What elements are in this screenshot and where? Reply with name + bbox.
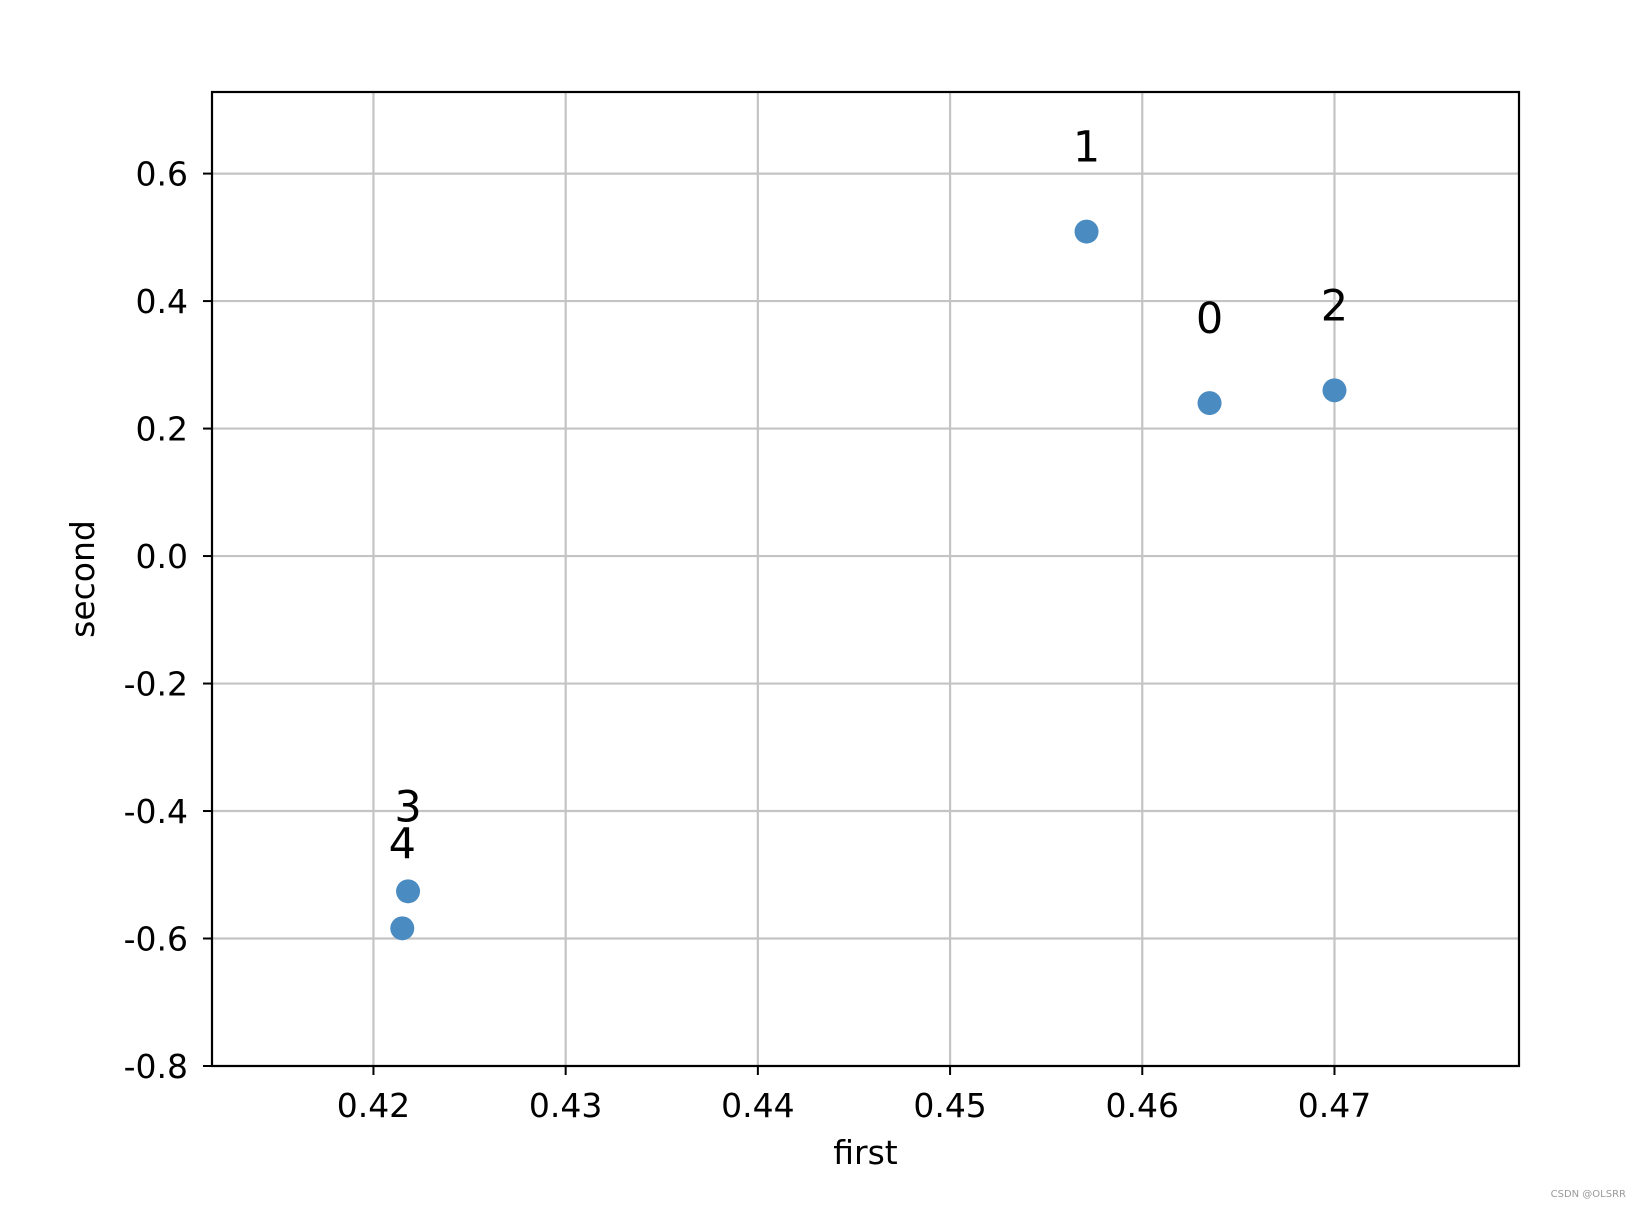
x-tick-label: 0.42: [337, 1086, 410, 1125]
point-label: 4: [389, 819, 416, 869]
axis-ticks: 0.42 0.43 0.44 0.45 0.46 0.47 0.6 0.4 0.2 0.0 -0.2…: [124, 155, 1372, 1125]
data-points: 0 1 2 34: [389, 123, 1348, 941]
scatter-point: [390, 916, 415, 941]
point-label: 2: [1321, 281, 1348, 331]
scatter-point: [1322, 378, 1347, 403]
y-tick-label: 0.2: [136, 410, 188, 449]
scatter-point: [1074, 219, 1099, 244]
x-tick-label: 0.45: [913, 1086, 986, 1125]
point-label: 0: [1196, 294, 1223, 344]
y-tick-label: -0.8: [124, 1047, 188, 1086]
scatter-point: [1197, 391, 1222, 416]
x-axis-label: first: [833, 1133, 898, 1172]
y-tick-label: 0.6: [136, 155, 188, 194]
y-tick-label: -0.6: [124, 920, 188, 959]
x-tick-label: 0.43: [529, 1086, 602, 1125]
y-tick-label: -0.2: [124, 665, 188, 704]
plot-frame: [210, 90, 1521, 1068]
y-tick-label: 0.0: [136, 537, 188, 576]
x-tick-label: 0.44: [721, 1086, 794, 1125]
point-label: 3: [394, 782, 421, 832]
x-tick-label: 0.47: [1298, 1086, 1371, 1125]
scatter-point: [396, 879, 421, 904]
y-tick-label: 0.4: [136, 282, 188, 321]
watermark-text: CSDN @OLSRR: [1550, 1189, 1626, 1200]
y-tick-label: -0.4: [124, 792, 188, 831]
y-axis-label: second: [63, 520, 102, 638]
x-tick-label: 0.46: [1106, 1086, 1179, 1125]
point-label: 1: [1073, 123, 1100, 173]
